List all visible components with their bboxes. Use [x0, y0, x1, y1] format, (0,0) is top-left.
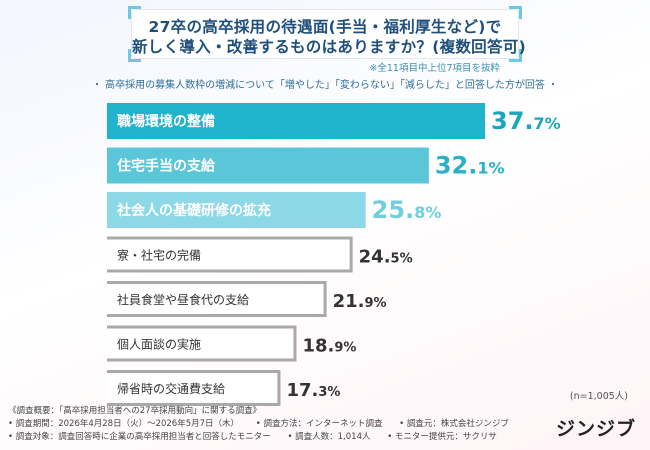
bar-1 — [107, 103, 485, 139]
survey-title: 《調査概要：「高卒採用担当者への27卒採用動向」に関する調査》 — [8, 406, 262, 416]
survey-method: • 調査方法：インターネット調査 — [255, 419, 383, 429]
bar-inner-7 — [107, 373, 278, 403]
corner-decoration — [128, 49, 141, 62]
category-label-2: 住宅手当の支給 — [117, 158, 216, 175]
bar-inner-4 — [107, 239, 350, 270]
survey-period: • 調査期間：2026年4月28日（火）～2026年5月7日（木） — [8, 419, 240, 429]
chart-title-line-2: 新しく導入・改善するものはありますか？(複数回答可) — [132, 38, 526, 56]
category-label-3: 社会人の基礎研修の拡充 — [116, 202, 271, 219]
corner-decoration — [128, 6, 141, 19]
value-label-4: 24.5% — [359, 247, 413, 268]
value-label-3: 25.8% — [372, 196, 442, 224]
chart-title-line-1: 27卒の高卒採用の待遇面(手当・福利厚生など)で — [148, 18, 502, 36]
value-label-7: 17.3% — [286, 380, 340, 401]
survey-count: • 調査人数：1,014人 — [287, 432, 371, 442]
bar-inner-5 — [107, 284, 324, 314]
survey-provider: • モニター提供元：サクリサ — [387, 432, 497, 442]
survey-target: • 調査対象：調査回答時に企業の高卒採用担当者と回答したモニター — [8, 432, 271, 442]
note-text: ※全11項目中上位7項目を抜粋 — [369, 63, 500, 74]
brand-logo: ジンジブ — [555, 418, 636, 440]
survey-agency: • 調査元：株式会社ジンジブ — [399, 419, 509, 429]
value-label-1: 37.7% — [491, 107, 561, 135]
corner-decoration — [509, 49, 522, 62]
bar-inner-6 — [107, 328, 294, 359]
category-label-7: 帰省時の交通費支給 — [117, 381, 225, 396]
bar-2 — [107, 147, 429, 184]
value-label-6: 18.9% — [303, 336, 357, 357]
bar-3 — [107, 192, 366, 228]
category-label-1: 職場環境の整備 — [117, 113, 215, 130]
sample-size: (n=1,005人) — [569, 391, 628, 402]
title-box: 27卒の高卒採用の待遇面(手当・福利厚生など)で 新しく導入・改善するものはあり… — [128, 6, 526, 62]
value-label-2: 32.1% — [435, 152, 505, 180]
category-label-4: 寮・社宅の完備 — [117, 248, 201, 263]
chart-subtitle: ・ 高卒採用の募集人数枠の増減について「増やした」「変わらない」「減らした」と回… — [91, 80, 559, 91]
value-label-5: 21.9% — [333, 291, 387, 312]
category-label-5: 社員食堂や昼食代の支給 — [117, 292, 249, 307]
category-label-6: 個人面談の実施 — [117, 337, 201, 352]
survey-footer: 《調査概要：「高卒採用担当者への27卒採用動向」に関する調査》 • 調査期間：2… — [8, 405, 523, 444]
corner-decoration — [509, 6, 522, 19]
